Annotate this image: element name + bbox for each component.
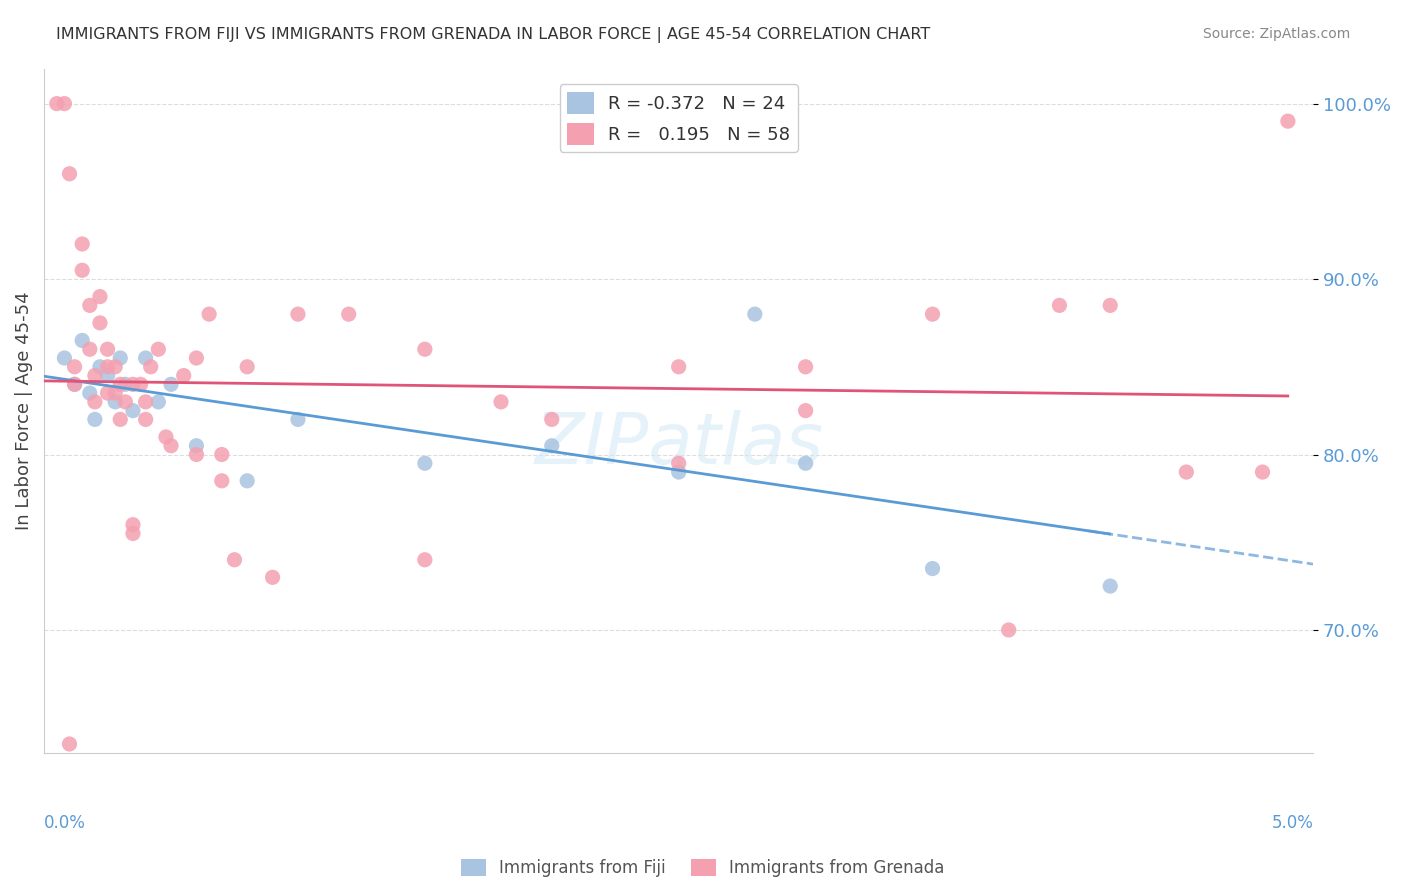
Text: 5.0%: 5.0% [1271, 814, 1313, 832]
Point [63, 359, 86, 374]
Point [287, 412, 309, 426]
Point [83, 368, 105, 383]
Point [921, 307, 943, 321]
Point [413, 553, 436, 567]
Point [337, 307, 360, 321]
Y-axis label: In Labor Force | Age 45-54: In Labor Force | Age 45-54 [15, 292, 32, 530]
Point [70, 263, 93, 277]
Point [160, 439, 183, 453]
Point [1099, 579, 1122, 593]
Point [668, 465, 690, 479]
Point [70, 237, 93, 252]
Point [744, 307, 766, 321]
Point [79, 298, 101, 312]
Point [1175, 465, 1198, 479]
Point [110, 377, 132, 392]
Point [186, 439, 208, 453]
Point [53, 96, 76, 111]
Text: ZIPatlas: ZIPatlas [534, 410, 823, 479]
Point [287, 307, 309, 321]
Point [122, 377, 145, 392]
Point [114, 377, 136, 392]
Point [997, 623, 1019, 637]
Point [89, 290, 111, 304]
Point [160, 377, 183, 392]
Point [236, 474, 259, 488]
Point [104, 395, 127, 409]
Point [45, 96, 67, 111]
Point [97, 343, 120, 357]
Point [104, 359, 127, 374]
Point [668, 456, 690, 470]
Point [262, 570, 284, 584]
Point [794, 403, 817, 417]
Point [139, 359, 162, 374]
Point [198, 307, 221, 321]
Point [135, 351, 157, 365]
Text: 0.0%: 0.0% [44, 814, 86, 832]
Legend: Immigrants from Fiji, Immigrants from Grenada: Immigrants from Fiji, Immigrants from Gr… [454, 852, 952, 884]
Point [236, 359, 259, 374]
Point [122, 403, 145, 417]
Point [155, 430, 177, 444]
Point [540, 412, 562, 426]
Point [122, 526, 145, 541]
Legend: R = -0.372   N = 24, R =   0.195   N = 58: R = -0.372 N = 24, R = 0.195 N = 58 [560, 85, 797, 152]
Point [58, 737, 80, 751]
Point [668, 359, 690, 374]
Point [89, 316, 111, 330]
Point [63, 377, 86, 392]
Point [135, 395, 157, 409]
Point [58, 167, 80, 181]
Point [53, 351, 76, 365]
Point [70, 334, 93, 348]
Point [173, 368, 195, 383]
Point [489, 395, 512, 409]
Point [1251, 465, 1274, 479]
Point [110, 351, 132, 365]
Point [794, 359, 817, 374]
Point [97, 386, 120, 401]
Text: IMMIGRANTS FROM FIJI VS IMMIGRANTS FROM GRENADA IN LABOR FORCE | AGE 45-54 CORRE: IMMIGRANTS FROM FIJI VS IMMIGRANTS FROM … [56, 27, 931, 43]
Point [413, 343, 436, 357]
Point [1277, 114, 1299, 128]
Point [186, 448, 208, 462]
Point [97, 368, 120, 383]
Point [89, 359, 111, 374]
Point [224, 553, 246, 567]
Point [63, 377, 86, 392]
Point [413, 456, 436, 470]
Point [148, 343, 170, 357]
Point [211, 448, 233, 462]
Point [540, 439, 562, 453]
Point [921, 561, 943, 575]
Point [83, 412, 105, 426]
Point [79, 386, 101, 401]
Point [1099, 298, 1122, 312]
Point [114, 395, 136, 409]
Point [122, 517, 145, 532]
Point [186, 351, 208, 365]
Point [794, 456, 817, 470]
Point [135, 412, 157, 426]
Point [97, 359, 120, 374]
Point [83, 395, 105, 409]
Point [104, 386, 127, 401]
Point [1049, 298, 1071, 312]
Point [211, 474, 233, 488]
Point [79, 343, 101, 357]
Point [148, 395, 170, 409]
Point [110, 412, 132, 426]
Point [129, 377, 152, 392]
Text: Source: ZipAtlas.com: Source: ZipAtlas.com [1202, 27, 1350, 41]
